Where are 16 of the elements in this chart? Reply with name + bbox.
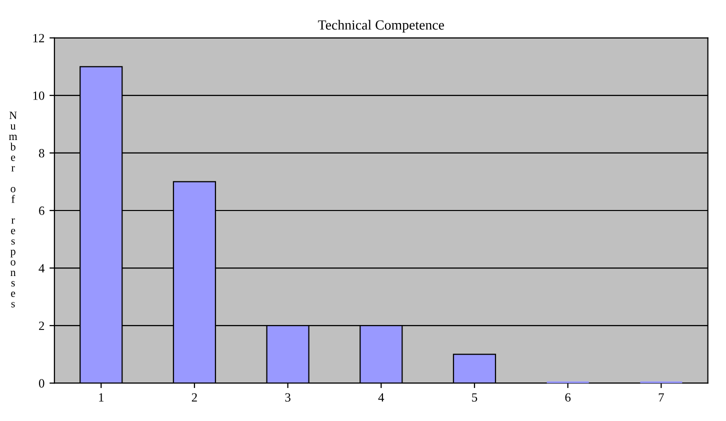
x-tick-label: 1 [99, 393, 104, 402]
x-tick-label: 3 [285, 393, 290, 402]
x-tick-label: 4 [378, 393, 384, 402]
y-tick-label: 4 [38, 264, 45, 272]
y-tick-label: 10 [33, 91, 44, 100]
x-tick-label: 7 [658, 393, 664, 402]
text: Number of responses [8, 112, 18, 308]
y-tick-label: 12 [33, 34, 44, 42]
x-tick-label: 2 [192, 393, 197, 402]
y-tick-label: 6 [39, 206, 44, 215]
x-tick-label: 5 [472, 393, 478, 402]
y-tick-label: 8 [38, 148, 44, 158]
y-tick-label: 2 [39, 322, 44, 330]
y-tick-label: 0 [38, 379, 44, 388]
x-tick-label: 6 [565, 393, 571, 402]
chart-title: Technical Competence [318, 20, 444, 33]
